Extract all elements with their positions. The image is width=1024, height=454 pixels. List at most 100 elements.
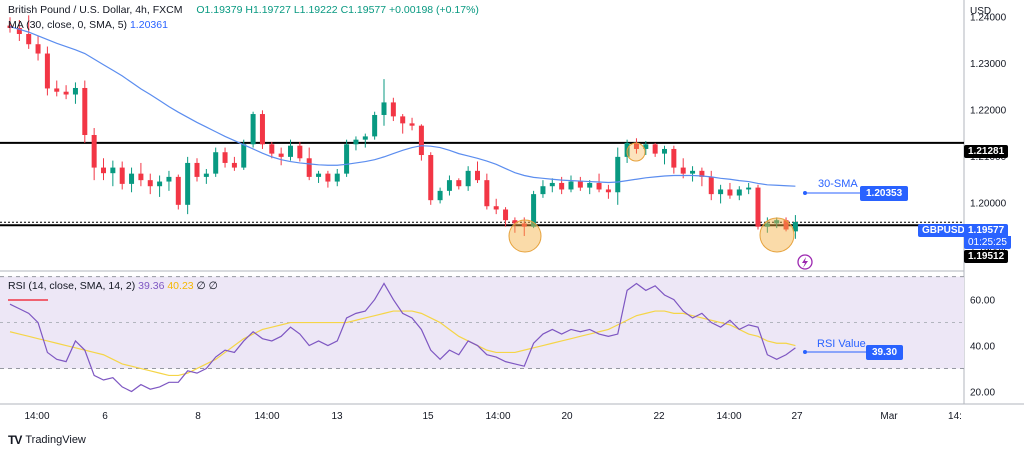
candle-bull xyxy=(615,156,621,193)
candle-bear xyxy=(708,176,714,195)
candle-bear xyxy=(147,180,153,187)
time-tick-label: 14:00 xyxy=(254,411,279,422)
time-axis[interactable]: 14:00 6 8 14:00 13 15 14:00 20 22 14:00 27 Mar 14: xyxy=(24,411,961,422)
candlestick-series xyxy=(7,15,798,239)
candle-bear xyxy=(231,162,237,168)
rsi-tick-label: 20.00 xyxy=(970,388,995,399)
candle-bear xyxy=(119,167,125,184)
candle-bear xyxy=(521,223,527,227)
candle-bull xyxy=(288,145,293,157)
ohlc-open: O1.19379 xyxy=(196,4,243,16)
candle-bull xyxy=(372,114,378,137)
tradingview-logo[interactable]: TV TradingView xyxy=(8,433,86,447)
candle-bull xyxy=(531,194,537,227)
candle-bear xyxy=(259,114,265,145)
rsi-extra: ∅ ∅ xyxy=(196,280,218,292)
sma-annotation-label: 30-SMA xyxy=(818,178,858,190)
symbol-legend[interactable]: British Pound / U.S. Dollar, 4h, FXCM O1… xyxy=(8,4,479,16)
candle-bull xyxy=(549,182,555,187)
candle-bear xyxy=(82,87,88,135)
rsi-tick-label: 40.00 xyxy=(970,342,995,353)
rsi-band xyxy=(0,276,964,369)
candle-bear xyxy=(101,167,106,174)
candle-bear xyxy=(428,155,434,201)
candle-bear xyxy=(297,145,303,159)
candle-bull xyxy=(72,87,78,95)
candle-bear xyxy=(26,33,32,45)
rsi-annotation-dot xyxy=(803,350,807,354)
candle-bear xyxy=(484,180,490,207)
highlight-circle-high xyxy=(626,142,646,162)
lightning-icon[interactable] xyxy=(797,254,813,270)
time-tick-label: 13 xyxy=(331,411,343,422)
candle-bull xyxy=(465,170,471,187)
rsi-line xyxy=(9,282,796,393)
rsi-legend-value: 39.36 xyxy=(138,280,165,292)
rsi-annotation-label: RSI Value xyxy=(817,338,866,350)
ohlc-close: C1.19577 xyxy=(340,4,387,16)
candle-bear xyxy=(269,144,275,154)
tradingview-icon: TV xyxy=(8,433,22,447)
sma-30-line xyxy=(9,25,796,187)
candle-bull xyxy=(774,220,780,224)
candle-bear xyxy=(605,189,611,193)
candle-bull xyxy=(334,173,340,182)
candle-bull xyxy=(250,114,256,145)
ohlc-high: H1.19727 xyxy=(245,4,291,16)
candle-bull xyxy=(157,181,163,187)
candle-bear xyxy=(278,153,284,157)
candle-bear xyxy=(671,148,677,168)
time-tick-label: 14: xyxy=(948,411,962,422)
price-tick-label: 1.24000 xyxy=(970,12,1007,23)
symbol-name: British Pound / U.S. Dollar, 4h, FXCM xyxy=(8,4,183,16)
candle-bull xyxy=(718,189,724,195)
candle-bull xyxy=(764,223,770,227)
candle-bear xyxy=(306,158,312,177)
time-tick-label: 20 xyxy=(561,411,573,422)
candle-bear xyxy=(390,102,396,117)
candle-bear xyxy=(409,123,415,126)
candle-bull xyxy=(344,144,350,174)
candle-bear xyxy=(699,170,705,177)
candle-bear xyxy=(194,162,200,177)
candle-bull xyxy=(736,189,742,196)
rsi-axis[interactable]: 60.00 40.00 20.00 xyxy=(970,296,995,399)
candle-bear xyxy=(91,135,97,168)
candle-bull xyxy=(437,190,443,201)
candle-bull xyxy=(362,136,368,140)
rsi-ma-legend-value: 40.23 xyxy=(167,280,194,292)
price-axis[interactable]: 1.240001.230001.220001.210001.200001.190… xyxy=(970,12,1007,256)
candle-bull xyxy=(690,170,696,174)
candle-bull xyxy=(587,182,593,188)
candle-bull xyxy=(129,173,135,184)
time-tick-label: 14:00 xyxy=(24,411,49,422)
ma-legend[interactable]: MA (30, close, 0, SMA, 5) 1.20361 xyxy=(8,19,168,31)
candle-bear xyxy=(222,152,228,163)
time-tick-label: 14:00 xyxy=(485,411,510,422)
candle-bear xyxy=(138,173,144,181)
level-lower-badge: 1.19512 xyxy=(964,250,1009,263)
candle-bear xyxy=(652,144,658,154)
highlight-circle-low-1 xyxy=(508,219,542,253)
level-upper-badge: 1.21281 xyxy=(964,145,1009,158)
time-tick-label: 15 xyxy=(422,411,434,422)
last-price-badge: 1.19577 xyxy=(964,224,1009,237)
candle-bull xyxy=(185,162,191,205)
candle-bull xyxy=(203,173,209,177)
candle-bear xyxy=(325,173,331,182)
highlight-circle-low-2 xyxy=(759,217,795,253)
rsi-ma-line xyxy=(9,310,796,377)
candle-bull xyxy=(540,186,546,195)
rsi-label: RSI (14, close, SMA, 14, 2) xyxy=(8,280,136,292)
candle-bull xyxy=(568,181,574,190)
price-tick-label: 1.23000 xyxy=(970,59,1007,70)
countdown-badge: 01:25:25 xyxy=(964,236,1011,249)
candle-bull xyxy=(353,139,359,145)
ma-label: MA (30, close, 0, SMA, 5) xyxy=(8,19,128,31)
sma-annotation-dot xyxy=(803,191,807,195)
candle-bull xyxy=(110,167,116,174)
rsi-legend[interactable]: RSI (14, close, SMA, 14, 2) 39.36 40.23 … xyxy=(8,280,218,292)
candle-bear xyxy=(400,116,406,124)
candle-bear xyxy=(493,206,499,210)
